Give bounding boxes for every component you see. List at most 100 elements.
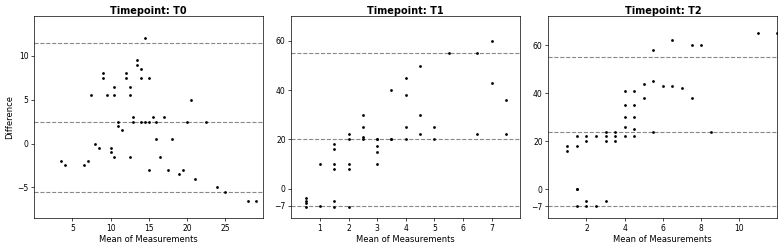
Point [599,130,612,134]
Point [414,64,427,68]
Point [414,132,427,136]
Point [150,137,163,141]
Point [314,204,327,208]
Point [328,167,341,171]
Point [571,187,583,191]
Point [218,190,231,194]
Point [399,125,412,129]
Point [135,120,147,124]
Point [619,125,631,129]
Point [685,96,698,100]
Title: Timepoint: T0: Timepoint: T0 [110,6,187,16]
Point [356,135,369,139]
Point [146,115,159,119]
Point [500,98,512,102]
Point [599,199,612,203]
Point [81,159,94,163]
Point [647,130,659,134]
Point [571,204,583,208]
Title: Timepoint: T1: Timepoint: T1 [367,6,444,16]
Point [200,120,212,124]
Point [676,86,688,90]
Point [580,199,593,203]
Point [399,93,412,97]
Point [89,142,102,146]
Point [85,93,98,97]
Point [211,186,224,190]
Point [590,134,602,138]
Point [628,115,640,119]
Point [185,98,197,102]
Point [161,168,174,172]
Point [371,137,384,141]
Point [356,137,369,141]
Point [104,146,117,150]
Point [120,76,132,80]
Title: Timepoint: T2: Timepoint: T2 [625,6,702,16]
Point [242,198,254,202]
Point [571,144,583,148]
Point [314,162,327,166]
Point [705,130,717,134]
Point [428,137,441,141]
Point [342,205,355,209]
Point [143,120,155,124]
Point [328,142,341,146]
Point [120,71,132,75]
Point [609,134,622,138]
Point [154,155,167,159]
Point [299,201,312,205]
Point [173,172,186,176]
Point [628,134,640,138]
Point [165,137,178,141]
Point [628,127,640,131]
Point [485,81,498,85]
Point [590,204,602,208]
Point [78,164,90,168]
Point [356,125,369,129]
Point [116,128,128,132]
Point [371,150,384,154]
Point [342,162,355,166]
Point [177,168,189,172]
Point [619,89,631,93]
Point [250,198,262,202]
Point [139,36,151,40]
Point [442,51,455,55]
Point [342,167,355,171]
Point [143,168,155,172]
Point [580,134,593,138]
Point [143,76,155,80]
Point [628,103,640,107]
Point [59,164,71,168]
Point [752,31,765,35]
Point [695,43,707,47]
Point [131,58,143,62]
Point [414,113,427,117]
Point [188,177,200,181]
Point [385,137,398,141]
Point [371,144,384,148]
Point [385,137,398,141]
Point [299,205,312,209]
Point [328,199,341,203]
Point [108,155,121,159]
Point [647,48,659,52]
Y-axis label: Difference: Difference [5,95,15,139]
Point [104,150,117,154]
X-axis label: Mean of Measurements: Mean of Measurements [614,236,713,244]
Point [609,130,622,134]
Point [150,120,163,124]
Point [609,139,622,143]
Point [619,134,631,138]
Point [299,196,312,200]
Point [112,120,124,124]
Point [108,84,121,88]
Point [599,134,612,138]
Point [628,89,640,93]
Point [342,137,355,141]
Point [55,159,67,163]
Point [112,124,124,128]
Point [124,155,136,159]
Point [108,93,121,97]
